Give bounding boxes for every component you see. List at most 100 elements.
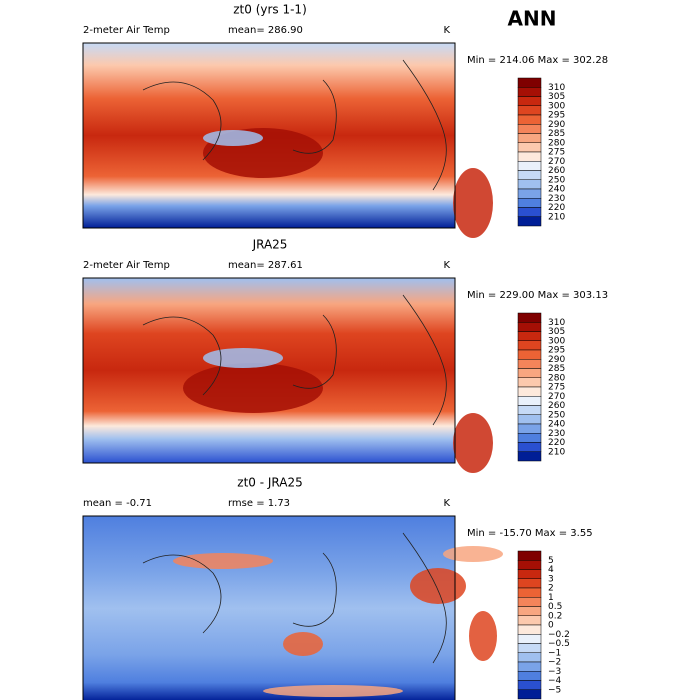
range-text: Min = 214.06 Max = 302.28 xyxy=(467,55,608,66)
colorbar-label: −2 xyxy=(548,658,561,668)
colorbar-label: 2 xyxy=(548,584,554,594)
colorbar-box xyxy=(517,349,542,360)
colorbar-label: 250 xyxy=(548,175,565,185)
colorbar-box xyxy=(517,587,542,598)
map-frame xyxy=(82,277,456,464)
panel-label-left: mean = -0.71 xyxy=(83,498,152,509)
colorbar-label: 295 xyxy=(548,346,565,356)
colorbar-label: −0.5 xyxy=(548,639,570,649)
colorbar-box xyxy=(517,652,542,663)
panel-stat: mean= 287.61 xyxy=(228,260,303,271)
map-feature xyxy=(203,348,283,368)
colorbar-box xyxy=(517,322,542,332)
colorbar-box xyxy=(517,606,542,616)
colorbar-box xyxy=(517,105,542,116)
coastline xyxy=(142,294,447,426)
colorbar-box xyxy=(517,671,542,681)
colorbar-label: 300 xyxy=(548,101,565,111)
map-frame xyxy=(82,42,456,229)
map-frame xyxy=(82,515,456,700)
colorbar-box xyxy=(517,377,542,388)
colorbar-box xyxy=(517,560,542,570)
map-feature xyxy=(453,168,493,238)
colorbar-box xyxy=(517,680,542,690)
colorbar-box xyxy=(517,433,542,443)
map-feature xyxy=(283,632,323,656)
colorbar-box xyxy=(517,368,542,378)
panel-label-left: 2-meter Air Temp xyxy=(83,260,170,271)
colorbar-label: 300 xyxy=(548,336,565,346)
colorbar-box xyxy=(517,331,542,341)
colorbar-box xyxy=(517,151,542,162)
colorbar-box xyxy=(517,597,542,607)
panel-units: K xyxy=(443,498,450,509)
panel-units: K xyxy=(443,260,450,271)
coastline xyxy=(142,59,447,191)
colorbar-label: 305 xyxy=(548,92,565,102)
colorbar-label: 230 xyxy=(548,194,565,204)
map-feature xyxy=(183,363,323,413)
colorbar-label: −1 xyxy=(548,648,561,658)
colorbar-label: 210 xyxy=(548,212,565,222)
colorbar-box xyxy=(517,634,542,644)
colorbar-label: 290 xyxy=(548,355,565,365)
range-text: Min = -15.70 Max = 3.55 xyxy=(467,528,593,539)
colorbar-label: −0.2 xyxy=(548,630,570,640)
colorbar-label: 285 xyxy=(548,129,565,139)
range-text: Min = 229.00 Max = 303.13 xyxy=(467,290,608,301)
colorbar-box xyxy=(517,216,542,227)
colorbar-box xyxy=(517,689,542,700)
colorbar-label: 310 xyxy=(548,83,565,93)
map-field xyxy=(83,516,455,700)
colorbar-label: 220 xyxy=(548,203,565,213)
colorbar-box xyxy=(517,161,542,171)
panel-label-left: 2-meter Air Temp xyxy=(83,25,170,36)
colorbar-label: 3 xyxy=(548,574,554,584)
colorbar-label: 230 xyxy=(548,429,565,439)
colorbar-box xyxy=(517,133,542,143)
colorbar-label: 240 xyxy=(548,185,565,195)
colorbar-box xyxy=(517,550,542,561)
panel-units: K xyxy=(443,25,450,36)
colorbar-box xyxy=(517,414,542,425)
colorbar-label: 210 xyxy=(548,447,565,457)
panel-title: zt0 - JRA25 xyxy=(237,476,302,490)
panel-stat: mean= 286.90 xyxy=(228,25,303,36)
colorbar-box xyxy=(517,114,542,125)
colorbar-label: 260 xyxy=(548,166,565,176)
colorbar-label: −4 xyxy=(548,676,562,686)
colorbar-box xyxy=(517,624,542,635)
colorbar-label: −3 xyxy=(548,667,561,677)
colorbar-box xyxy=(517,142,542,153)
colorbar-label: 310 xyxy=(548,318,565,328)
colorbar-label: 305 xyxy=(548,327,565,337)
colorbar-box xyxy=(517,340,542,351)
colorbar-box xyxy=(517,396,542,406)
colorbar-box xyxy=(517,179,542,190)
colorbar-box xyxy=(517,359,542,369)
colorbar-label: 270 xyxy=(548,392,565,402)
colorbar-label: 0 xyxy=(548,621,554,631)
colorbar-box xyxy=(517,451,542,462)
colorbar-box xyxy=(517,77,542,88)
colorbar-box xyxy=(517,87,542,97)
colorbar-box xyxy=(517,96,542,106)
map-feature xyxy=(469,611,497,661)
colorbar-box xyxy=(517,405,542,415)
panel-stat: rmse = 1.73 xyxy=(228,498,290,509)
colorbar-box xyxy=(517,312,542,323)
colorbar-label: 280 xyxy=(548,373,565,383)
colorbar-label: 250 xyxy=(548,410,565,420)
colorbar-label: 295 xyxy=(548,111,565,121)
panel-title: zt0 (yrs 1-1) xyxy=(233,3,307,17)
colorbar-label: 285 xyxy=(548,364,565,374)
colorbar-box xyxy=(517,188,542,199)
colorbar-box xyxy=(517,442,542,452)
map-feature xyxy=(173,553,273,569)
map-feature xyxy=(443,546,503,562)
colorbar-label: 4 xyxy=(548,565,554,575)
colorbar-label: −5 xyxy=(548,685,561,695)
colorbar-label: 290 xyxy=(548,120,565,130)
colorbar-box xyxy=(517,615,542,626)
map-feature xyxy=(410,568,466,604)
